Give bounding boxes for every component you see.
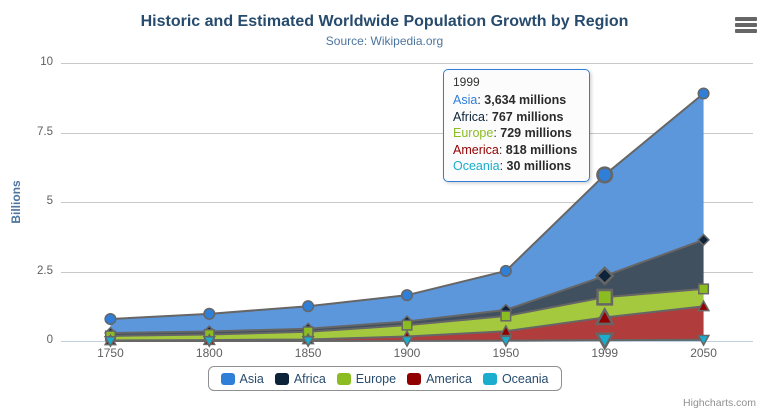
- tooltip-value: 767 millions: [491, 109, 564, 124]
- legend-item-america[interactable]: America: [407, 372, 472, 386]
- point-europe-1900[interactable]: [401, 319, 413, 331]
- point-europe-2050[interactable]: [698, 283, 710, 295]
- tooltip-header: 1999: [453, 75, 480, 89]
- tooltip-series-name: America: [453, 142, 499, 157]
- highcharts-credits-link[interactable]: Highcharts.com: [683, 397, 756, 409]
- x-axis-label: 1999: [591, 346, 619, 360]
- legend-item-label: Asia: [239, 371, 264, 386]
- tooltip-value: 729 millions: [500, 126, 572, 140]
- tooltip-value: 30 millions: [506, 159, 572, 173]
- point-asia-1999[interactable]: [596, 166, 614, 184]
- y-axis-label: 7.5: [37, 125, 53, 138]
- point-america-1950[interactable]: [499, 324, 513, 337]
- tooltip: 1999 Asia: 3,634 millions Africa: 767 mil…: [443, 69, 590, 182]
- chart-title: Historic and Estimated Worldwide Populat…: [140, 13, 629, 30]
- y-axis-label: 2.5: [37, 264, 53, 277]
- point-europe-1999[interactable]: [596, 288, 614, 306]
- x-axis-label: 1750: [97, 346, 124, 360]
- tooltip-row: America: 818 millions: [453, 142, 580, 159]
- legend-item-label: Europe: [355, 371, 397, 386]
- legend-item-label: Africa: [293, 371, 326, 386]
- legend-item-oceania[interactable]: Oceania: [482, 371, 549, 386]
- point-oceania-1900[interactable]: [400, 335, 414, 348]
- tooltip-series-name: Oceania: [453, 159, 500, 173]
- export-menu-button[interactable]: [735, 17, 757, 35]
- y-axis-label: 10: [40, 56, 53, 69]
- point-africa-2050[interactable]: [697, 233, 710, 247]
- tooltip-separator: :: [499, 159, 507, 173]
- legend-item-label: Oceania: [501, 371, 549, 386]
- tooltip-series-name: Africa: [453, 109, 485, 124]
- point-asia-1850[interactable]: [302, 300, 315, 313]
- point-oceania-1950[interactable]: [499, 335, 513, 348]
- tooltip-rows: Asia: 3,634 millions Africa: 767 millions…: [453, 92, 580, 175]
- x-axis-label: 1950: [492, 346, 520, 360]
- tooltip-series-name: Asia: [453, 93, 478, 107]
- chart-subtitle: Source: Wikipedia.org: [325, 34, 444, 48]
- tooltip-value: 818 millions: [505, 142, 578, 157]
- x-axis-label: 1900: [393, 346, 421, 360]
- tooltip-separator: :: [498, 142, 506, 157]
- point-oceania-2050[interactable]: [696, 334, 711, 347]
- legend-item-asia[interactable]: Asia: [220, 371, 264, 386]
- tooltip-separator: :: [493, 126, 501, 140]
- tooltip-series-name: Europe: [453, 126, 494, 140]
- y-axis-label: 5: [46, 195, 53, 208]
- point-africa-1999[interactable]: [594, 266, 615, 286]
- point-oceania-1850[interactable]: [301, 335, 315, 348]
- legend-item-europe[interactable]: Europe: [336, 371, 397, 386]
- tooltip-separator: :: [477, 93, 485, 107]
- area-asia: [110, 93, 704, 333]
- point-oceania-1800[interactable]: [202, 335, 216, 348]
- legend-swatch: [407, 372, 422, 385]
- point-america-1999[interactable]: [594, 306, 615, 326]
- burger-icon: [735, 23, 757, 27]
- tooltip-row: Asia: 3,634 millions: [453, 92, 580, 109]
- point-asia-1950[interactable]: [499, 264, 512, 277]
- tooltip-row: Europe: 729 millions: [453, 125, 580, 142]
- burger-icon: [735, 17, 757, 21]
- point-oceania-1750[interactable]: [103, 335, 118, 348]
- legend: Asia Africa Europe America Oceania: [207, 366, 562, 391]
- point-europe-1950[interactable]: [500, 310, 512, 322]
- y-axis-label: 0: [46, 334, 53, 346]
- legend-swatch: [336, 372, 351, 385]
- legend-swatch: [274, 372, 289, 385]
- tooltip-separator: :: [484, 109, 492, 124]
- x-axis-label: 1850: [294, 346, 322, 360]
- area-africa: [110, 239, 704, 336]
- burger-icon: [735, 29, 757, 33]
- tooltip-row: Oceania: 30 millions: [453, 158, 580, 175]
- area-america: [110, 306, 704, 341]
- point-asia-1750[interactable]: [104, 312, 117, 326]
- point-oceania-1999[interactable]: [594, 332, 615, 351]
- x-axis-label: 1800: [195, 346, 223, 360]
- tooltip-row: Africa: 767 millions: [453, 109, 580, 126]
- legend-item-label: America: [426, 371, 472, 386]
- legend-swatch: [220, 372, 235, 385]
- x-axis-label: 2050: [690, 346, 717, 360]
- tooltip-value: 3,634 millions: [484, 93, 567, 107]
- point-asia-1800[interactable]: [203, 307, 216, 320]
- point-asia-2050[interactable]: [697, 87, 710, 100]
- legend-item-africa[interactable]: Africa: [274, 371, 326, 386]
- legend-swatch: [482, 372, 497, 385]
- point-america-2050[interactable]: [696, 299, 711, 312]
- point-asia-1900[interactable]: [400, 289, 414, 302]
